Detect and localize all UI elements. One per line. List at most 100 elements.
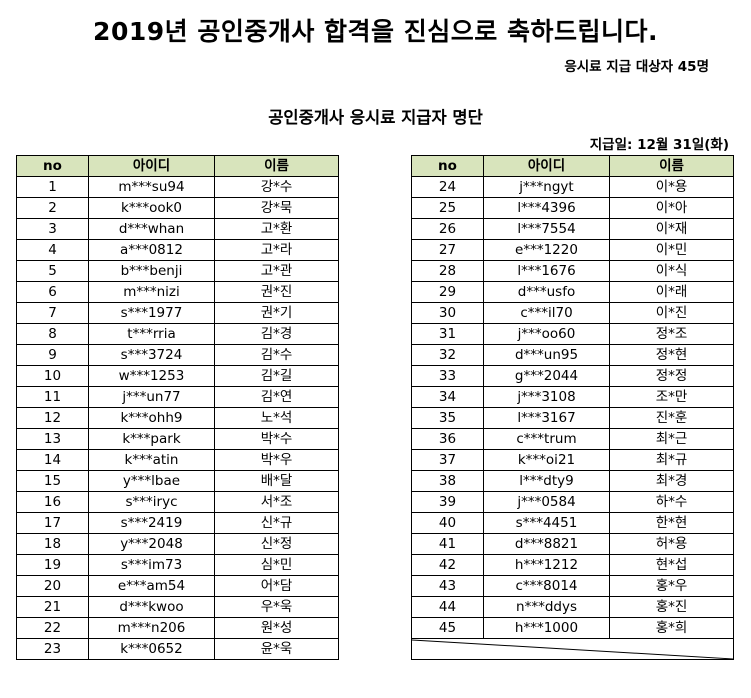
table-header-row: no 아이디 이름 <box>16 155 339 177</box>
cell-no: 7 <box>16 302 89 324</box>
table-row: 7 s***1977 권*기 <box>16 302 339 324</box>
cell-id: l***4396 <box>483 197 610 219</box>
cell-id: y***lbae <box>88 470 215 492</box>
cell-name: 조*만 <box>609 386 734 408</box>
cell-id: s***2419 <box>88 512 215 534</box>
cell-name: 고*환 <box>214 218 339 240</box>
cell-id: l***3167 <box>483 407 610 429</box>
page-title: 2019년 공인중개사 합격을 진심으로 축하드립니다. <box>93 17 658 46</box>
cell-id: h***1212 <box>483 554 610 576</box>
cell-id: s***im73 <box>88 554 215 576</box>
cell-no: 45 <box>411 617 484 639</box>
cell-name: 정*조 <box>609 323 734 345</box>
cell-no: 2 <box>16 197 89 219</box>
table-row: 4 a***0812 고*라 <box>16 239 339 261</box>
table-row: 19 s***im73 심*민 <box>16 554 339 576</box>
cell-name: 권*기 <box>214 302 339 324</box>
cell-name: 김*길 <box>214 365 339 387</box>
cell-id: l***1676 <box>483 260 610 282</box>
cell-no: 23 <box>16 638 89 660</box>
cell-id: j***0584 <box>483 491 610 513</box>
payment-date: 지급일: 12월 31일(화) <box>589 137 729 153</box>
cell-id: w***1253 <box>88 365 215 387</box>
cell-id: k***0652 <box>88 638 215 660</box>
cell-name: 김*경 <box>214 323 339 345</box>
header-no: no <box>16 155 89 177</box>
diagonal-line <box>412 639 733 659</box>
cell-name: 이*래 <box>609 281 734 303</box>
table-row: 8 t***rria 김*경 <box>16 323 339 345</box>
cell-id: k***oi21 <box>483 449 610 471</box>
table-row: 39 j***0584 하*수 <box>411 491 734 513</box>
cell-no: 38 <box>411 470 484 492</box>
header-name: 이름 <box>609 155 734 177</box>
cell-name: 이*진 <box>609 302 734 324</box>
cell-id: e***1220 <box>483 239 610 261</box>
cell-name: 현*섭 <box>609 554 734 576</box>
cell-name: 진*훈 <box>609 407 734 429</box>
cell-name: 홍*진 <box>609 596 734 618</box>
table-row: 13 k***park 박*수 <box>16 428 339 450</box>
cell-id: t***rria <box>88 323 215 345</box>
cell-name: 이*용 <box>609 176 734 198</box>
cell-name: 박*수 <box>214 428 339 450</box>
table-row: 45 h***1000 홍*희 <box>411 617 734 639</box>
table-row: 3 d***whan 고*환 <box>16 218 339 240</box>
cell-no: 36 <box>411 428 484 450</box>
cell-name: 강*수 <box>214 176 339 198</box>
table-row: 15 y***lbae 배*달 <box>16 470 339 492</box>
cell-no: 6 <box>16 281 89 303</box>
cell-name: 한*현 <box>609 512 734 534</box>
table-row: 23 k***0652 윤*욱 <box>16 638 339 660</box>
cell-id: j***un77 <box>88 386 215 408</box>
table-row: 12 k***ohh9 노*석 <box>16 407 339 429</box>
cell-no: 30 <box>411 302 484 324</box>
cell-no: 17 <box>16 512 89 534</box>
cell-id: y***2048 <box>88 533 215 555</box>
cell-id: c***8014 <box>483 575 610 597</box>
table-row: 31 j***oo60 정*조 <box>411 323 734 345</box>
cell-name: 이*재 <box>609 218 734 240</box>
cell-name: 이*민 <box>609 239 734 261</box>
cell-no: 25 <box>411 197 484 219</box>
cell-name: 최*규 <box>609 449 734 471</box>
cell-id: k***ook0 <box>88 197 215 219</box>
cell-name: 최*경 <box>609 470 734 492</box>
table-row: 21 d***kwoo 우*욱 <box>16 596 339 618</box>
table-row: 40 s***4451 한*현 <box>411 512 734 534</box>
cell-no: 16 <box>16 491 89 513</box>
cell-no: 9 <box>16 344 89 366</box>
cell-name: 하*수 <box>609 491 734 513</box>
table-row: 32 d***un95 정*현 <box>411 344 734 366</box>
cell-name: 홍*희 <box>609 617 734 639</box>
cell-name: 윤*욱 <box>214 638 339 660</box>
cell-id: l***dty9 <box>483 470 610 492</box>
cell-no: 42 <box>411 554 484 576</box>
cell-id: k***atin <box>88 449 215 471</box>
cell-name: 심*민 <box>214 554 339 576</box>
cell-no: 40 <box>411 512 484 534</box>
cell-id: s***1977 <box>88 302 215 324</box>
cell-no: 19 <box>16 554 89 576</box>
cell-name: 어*담 <box>214 575 339 597</box>
table-row: 41 d***8821 허*용 <box>411 533 734 555</box>
cell-id: h***1000 <box>483 617 610 639</box>
table-row: 16 s***iryc 서*조 <box>16 491 339 513</box>
cell-no: 44 <box>411 596 484 618</box>
cell-name: 정*정 <box>609 365 734 387</box>
cell-name: 노*석 <box>214 407 339 429</box>
table-row: 37 k***oi21 최*규 <box>411 449 734 471</box>
table-row: 25 l***4396 이*아 <box>411 197 734 219</box>
cell-no: 10 <box>16 365 89 387</box>
table-row: 17 s***2419 신*규 <box>16 512 339 534</box>
table-row: 35 l***3167 진*훈 <box>411 407 734 429</box>
table-row: 38 l***dty9 최*경 <box>411 470 734 492</box>
table-row: 9 s***3724 김*수 <box>16 344 339 366</box>
cell-no: 22 <box>16 617 89 639</box>
table-row: 14 k***atin 박*우 <box>16 449 339 471</box>
cell-name: 정*현 <box>609 344 734 366</box>
cell-no: 43 <box>411 575 484 597</box>
cell-no: 5 <box>16 260 89 282</box>
cell-name: 김*수 <box>214 344 339 366</box>
cell-name: 고*라 <box>214 239 339 261</box>
